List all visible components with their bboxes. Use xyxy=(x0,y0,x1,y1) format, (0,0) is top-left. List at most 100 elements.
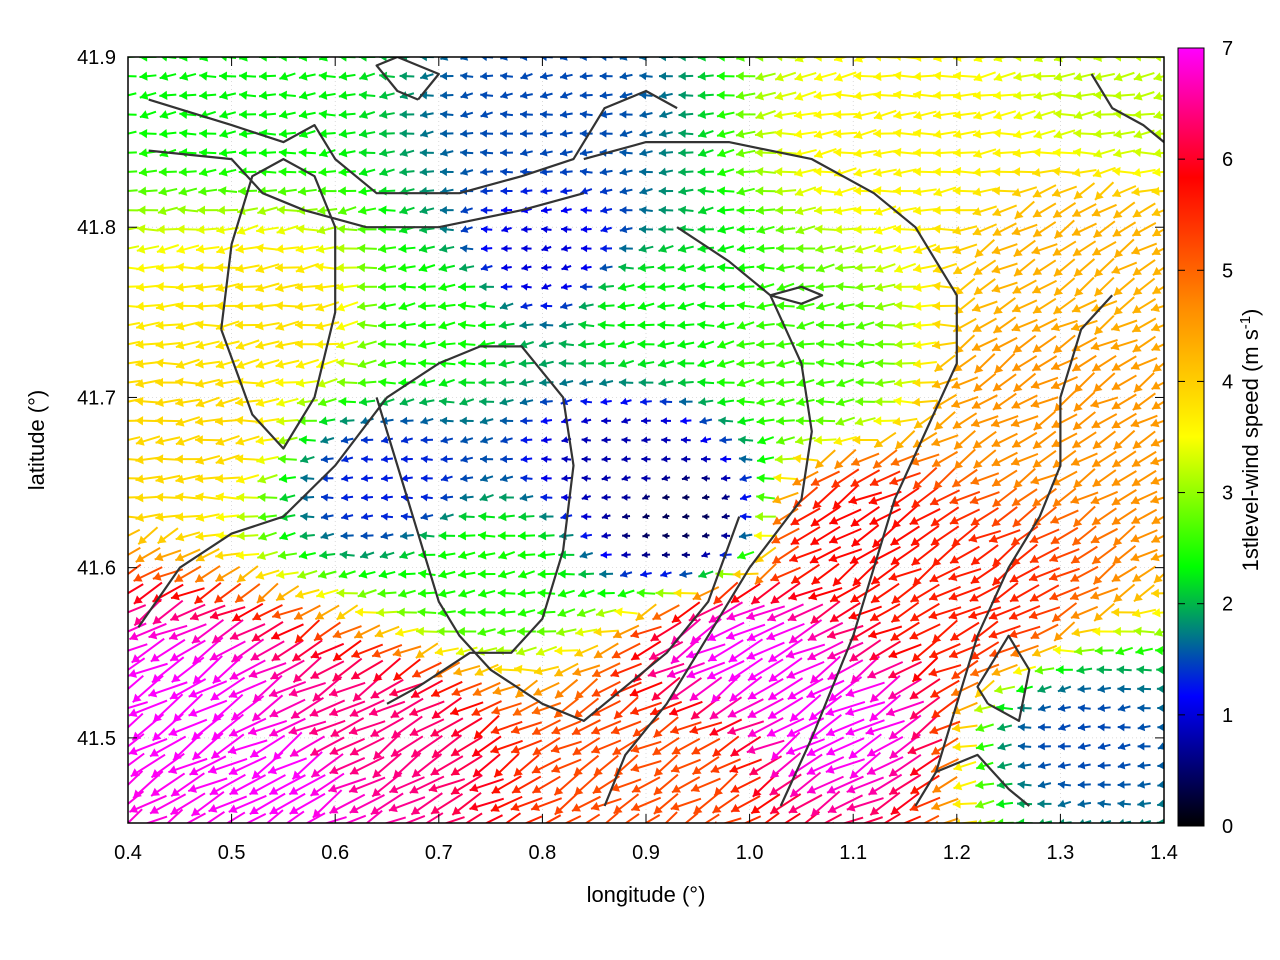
wind-vector-head xyxy=(417,588,427,598)
wind-vector-head xyxy=(459,397,468,406)
wind-vector-head xyxy=(931,746,941,755)
wind-vector-head xyxy=(640,570,648,578)
wind-vector xyxy=(974,239,995,258)
wind-vector xyxy=(314,604,340,621)
wind-vector xyxy=(469,778,504,793)
wind-vector-head xyxy=(572,746,582,755)
wind-vector-head xyxy=(116,379,124,388)
wind-vector-head xyxy=(845,707,855,717)
wind-vector xyxy=(653,773,679,796)
wind-vector xyxy=(409,718,445,737)
wind-vector xyxy=(438,320,456,330)
wind-vector-head xyxy=(680,416,687,425)
wind-vector-head xyxy=(707,632,717,642)
wind-vector-head xyxy=(1032,362,1042,371)
wind-vector xyxy=(716,359,735,369)
wind-vector xyxy=(1037,703,1052,712)
wind-vector xyxy=(580,244,592,253)
wind-vector-head xyxy=(826,747,836,756)
wind-vector-head xyxy=(318,397,327,407)
wind-vector-head xyxy=(1092,362,1102,372)
wind-vector-head xyxy=(809,824,818,832)
wind-vector xyxy=(1071,299,1098,313)
wind-vector xyxy=(329,793,366,814)
wind-vector-head xyxy=(671,614,681,623)
wind-vector-head xyxy=(633,728,642,737)
wind-vector xyxy=(216,225,239,235)
wind-vector-shaft xyxy=(128,266,140,270)
wind-vector-head xyxy=(175,454,183,464)
wind-vector-head xyxy=(336,611,346,620)
wind-vector-head xyxy=(697,359,707,368)
wind-vector-head xyxy=(353,692,362,702)
wind-vector-head xyxy=(752,788,762,797)
wind-vector xyxy=(436,626,457,637)
wind-vector-head xyxy=(115,416,123,425)
wind-vector xyxy=(559,320,574,330)
wind-vector xyxy=(1028,606,1061,620)
wind-vector-head xyxy=(895,440,905,450)
wind-vector xyxy=(746,641,785,660)
wind-vector-head xyxy=(1150,456,1160,466)
wind-vector xyxy=(1052,645,1076,655)
wind-vector-head xyxy=(756,416,765,426)
wind-vector-head xyxy=(691,783,701,792)
wind-vector xyxy=(617,301,635,311)
wind-vector-head xyxy=(111,673,120,681)
wind-vector-head xyxy=(273,751,282,761)
wind-vector xyxy=(1031,243,1058,255)
wind-vector xyxy=(1037,780,1052,789)
wind-vector-head xyxy=(418,358,427,368)
wind-vector-head xyxy=(398,301,408,311)
wind-vector-head xyxy=(335,282,345,292)
wind-vector-head xyxy=(613,805,623,814)
wind-vector-head xyxy=(630,744,640,754)
wind-vector-head xyxy=(378,263,387,273)
wind-vector-head xyxy=(349,726,358,736)
wind-vector-head xyxy=(653,728,663,738)
wind-vector xyxy=(317,397,337,407)
wind-vector xyxy=(438,531,456,541)
wind-vector-head xyxy=(1074,287,1084,297)
wind-vector-head xyxy=(269,708,279,718)
wind-vector xyxy=(756,473,775,483)
wind-vector-head xyxy=(1097,761,1105,770)
wind-vector xyxy=(874,397,896,407)
wind-vector xyxy=(531,719,561,736)
wind-vector-head xyxy=(1133,626,1142,636)
wind-vector-head xyxy=(770,769,780,779)
wind-vector-head xyxy=(993,324,1003,333)
wind-vector xyxy=(575,627,598,637)
wind-vector xyxy=(541,436,552,444)
wind-vector xyxy=(670,797,702,811)
wind-vector xyxy=(270,623,304,640)
wind-vector-head xyxy=(519,320,527,330)
wind-vector xyxy=(397,589,416,598)
wind-vector xyxy=(815,263,835,273)
wind-vector xyxy=(854,244,876,254)
wind-vector xyxy=(680,416,692,425)
wind-vector xyxy=(420,455,433,464)
wind-vector xyxy=(517,569,535,579)
wind-vector-head xyxy=(795,243,804,254)
wind-vector xyxy=(296,224,319,234)
wind-vector-head xyxy=(856,321,865,330)
wind-vector xyxy=(1150,456,1164,466)
wind-vector-shaft xyxy=(128,752,145,767)
wind-vector-head xyxy=(1156,684,1164,694)
wind-vector xyxy=(728,657,764,683)
wind-vector xyxy=(418,282,436,292)
wind-vector xyxy=(1096,665,1112,675)
wind-vector-head xyxy=(329,746,339,755)
wind-vector-head xyxy=(1092,555,1102,564)
wind-vector xyxy=(248,774,286,796)
wind-vector xyxy=(894,358,916,369)
wind-vector xyxy=(517,550,536,560)
wind-vector xyxy=(894,339,916,350)
wind-vector-head xyxy=(518,358,527,368)
wind-vector-head xyxy=(253,693,262,703)
wind-vector xyxy=(1093,314,1115,336)
wind-vector-head xyxy=(1073,421,1083,430)
wind-vector xyxy=(1008,625,1041,639)
wind-vector xyxy=(458,377,475,388)
